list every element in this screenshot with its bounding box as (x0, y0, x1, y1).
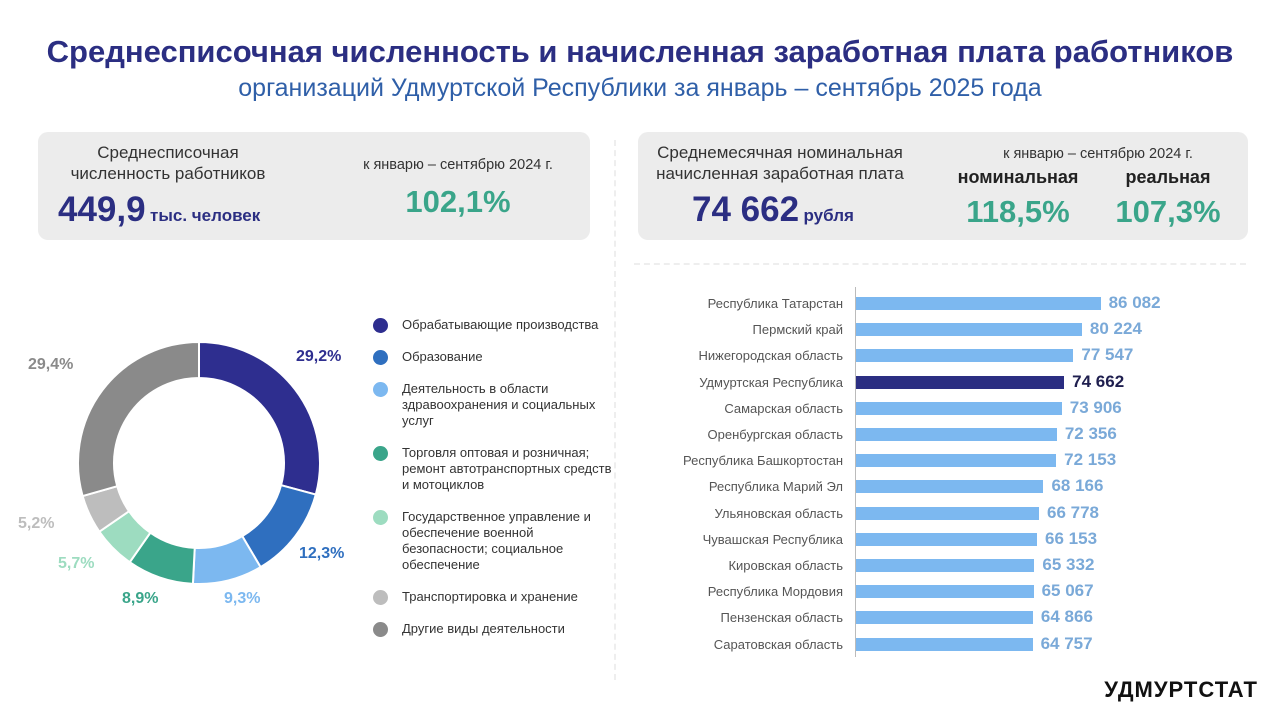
wage-value-block: 74 662 рубля (692, 190, 854, 230)
h-divider (634, 263, 1246, 265)
employment-label: Среднесписочная численность работников (58, 142, 278, 184)
bar-axis (855, 287, 856, 657)
legend-dot-icon (373, 590, 388, 605)
donut-label: 9,3% (224, 590, 261, 607)
bar (856, 480, 1044, 494)
bar-category-label: Нижегородская область (698, 348, 843, 364)
page-subtitle: организаций Удмуртской Республики за янв… (238, 74, 1042, 102)
wage-value: 74 662 (692, 190, 800, 229)
bar-category-label: Ульяновская область (714, 505, 843, 521)
udmurtstat-logo: УДМУРТСТАТ (1104, 677, 1258, 702)
real-label: реальная (1125, 167, 1211, 187)
donut-label: 5,7% (58, 555, 95, 572)
bar-value-label: 80 224 (1089, 319, 1142, 339)
bar-value-label: 86 082 (1108, 293, 1161, 312)
bar (856, 323, 1082, 337)
bar (856, 401, 1062, 415)
nominal-label: номинальная (957, 167, 1079, 187)
bar-value-label: 64 866 (1040, 607, 1093, 627)
employment-unit: тыс. человек (150, 206, 261, 225)
bar-value-label: 66 153 (1045, 528, 1098, 548)
page-title: Среднесписочная численность и начисленна… (46, 34, 1234, 69)
legend-dot-icon (373, 446, 388, 461)
legend-dot-icon (373, 510, 388, 525)
wage-label: Среднемесячная номинальная начисленная з… (646, 142, 914, 184)
bar-value-label: 72 356 (1064, 424, 1117, 443)
employment-label-line1: Среднесписочная (97, 143, 239, 162)
bar (856, 428, 1057, 441)
bar-category-label: Пензенская область (720, 610, 843, 626)
bar-category-label: Республика Татарстан (707, 296, 843, 311)
nominal-value: 118,5% (966, 194, 1070, 229)
bar-value-label: 73 906 (1069, 397, 1122, 417)
bar-value-label: 77 547 (1081, 345, 1134, 365)
bar (856, 559, 1035, 572)
bar-category-label: Республика Мордовия (707, 584, 843, 600)
donut-chart (77, 340, 321, 585)
bar-category-label: Самарская область (724, 400, 843, 416)
bar-category-label: Пермский край (752, 322, 843, 338)
bar (856, 349, 1074, 363)
bar-value-label: 64 757 (1040, 633, 1093, 653)
bar-value-label: 72 153 (1064, 450, 1117, 470)
bar-category-label: Удмуртская Республика (699, 374, 843, 390)
legend-label: Обрабатывающие производства (402, 317, 599, 332)
legend-label: Торговля оптовая и розничная; ремонт авт… (402, 445, 612, 492)
bar-value-label: 74 662 (1072, 371, 1125, 391)
legend-label: Другие виды деятельности (402, 621, 565, 636)
employment-compare-label: к январю – сентябрю 2024 г. (363, 157, 553, 173)
wage-label-line1: Среднемесячная номинальная (657, 143, 903, 162)
donut-label: 29,2% (296, 348, 342, 365)
donut-slice (77, 340, 200, 498)
bar (856, 532, 1038, 546)
bar (856, 297, 1101, 310)
bar-category-label: Республика Марий Эл (708, 479, 843, 495)
legend-dot-icon (373, 318, 388, 333)
donut-label: 5,2% (18, 515, 55, 532)
employment-value: 449,9 (58, 190, 146, 229)
bar-category-label: Республика Башкортостан (683, 453, 843, 469)
legend-label: Деятельность в области здравоохранения и… (402, 381, 596, 428)
legend-label: Образование (402, 349, 483, 364)
legend-dot-icon (373, 382, 388, 397)
employment-label-line2: численность работников (70, 164, 266, 183)
donut-label: 8,9% (122, 590, 159, 607)
donut-label: 12,3% (299, 545, 345, 562)
legend-dot-icon (373, 350, 388, 365)
legend-label: Транспортировка и хранение (402, 589, 578, 604)
employment-value-block: 449,9 тыс. человек (58, 190, 260, 230)
bar-category-label: Саратовская область (713, 636, 843, 652)
wage-unit: рубля (803, 206, 854, 225)
bar-value-label: 65 067 (1041, 581, 1094, 601)
wage-label-line2: начисленная заработная плата (656, 164, 904, 183)
donut-label: 29,4% (28, 356, 74, 373)
bar-value-label: 66 778 (1047, 502, 1100, 522)
legend-dot-icon (373, 622, 388, 637)
bar-value-label: 68 166 (1051, 476, 1104, 496)
bar-category-label: Оренбургская область (707, 427, 843, 442)
bar-category-label: Чувашская Республика (702, 531, 843, 547)
bar (856, 375, 1065, 389)
wage-card: Среднемесячная номинальная начисленная з… (638, 132, 1248, 240)
bar-value-label: 65 332 (1042, 555, 1095, 574)
bar (856, 506, 1040, 520)
real-value: 107,3% (1115, 194, 1221, 229)
employment-card: Среднесписочная численность работников 4… (38, 132, 590, 240)
employment-compare-value: 102,1% (405, 184, 511, 219)
bar-category-label: Кировская область (728, 558, 843, 573)
wage-compare-label: к январю – сентябрю 2024 г. (1003, 146, 1193, 162)
bar (856, 585, 1034, 599)
legend-label: Государственное управление и обеспечение… (402, 509, 591, 572)
divider (614, 140, 616, 680)
bar (856, 637, 1033, 651)
bar (856, 454, 1057, 468)
bar (856, 611, 1033, 625)
